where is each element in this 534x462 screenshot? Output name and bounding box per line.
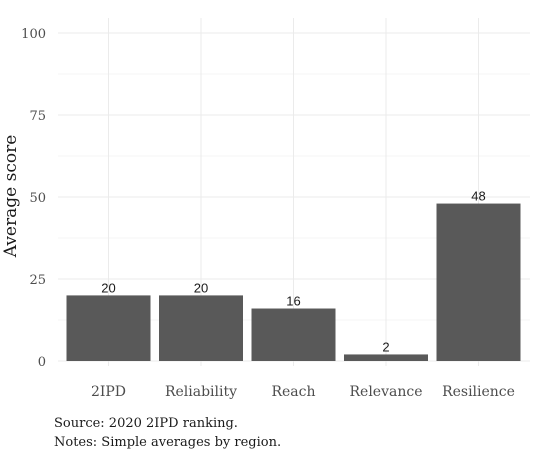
chart-canvas: 20 20 16 2 48 0 25 50 75 100 2IPD Reliability Reac…: [1, 18, 530, 400]
data-label: 2: [382, 339, 389, 354]
x-tick-label: Relevance: [350, 384, 423, 400]
y-tick-label: 25: [29, 273, 46, 288]
y-axis-ticks: 0 25 50 75 100: [21, 27, 46, 370]
data-label: 20: [194, 280, 208, 295]
bar: [251, 308, 336, 361]
bar: [66, 295, 151, 361]
bars: [66, 203, 521, 361]
data-label: 48: [471, 189, 485, 204]
y-tick-label: 50: [29, 191, 46, 206]
x-tick-label: Reliability: [165, 384, 237, 400]
data-label: 20: [101, 280, 115, 295]
y-axis-label: Average score: [1, 135, 21, 259]
x-tick-label: Reach: [271, 384, 315, 400]
bar: [344, 354, 428, 361]
notes-note: Notes: Simple averages by region.: [54, 435, 282, 450]
y-tick-label: 0: [38, 355, 46, 370]
bar: [159, 295, 243, 361]
x-axis-ticks: 2IPD Reliability Reach Relevance Resilience: [91, 384, 515, 400]
y-tick-label: 100: [21, 27, 46, 42]
x-tick-label: Resilience: [442, 384, 515, 400]
bar: [436, 203, 521, 361]
source-note: Source: 2020 2IPD ranking.: [54, 416, 238, 431]
x-tick-label: 2IPD: [91, 384, 126, 400]
data-label: 16: [286, 294, 300, 309]
data-labels: 20 20 16 2 48: [101, 189, 485, 355]
y-tick-label: 75: [29, 109, 46, 124]
